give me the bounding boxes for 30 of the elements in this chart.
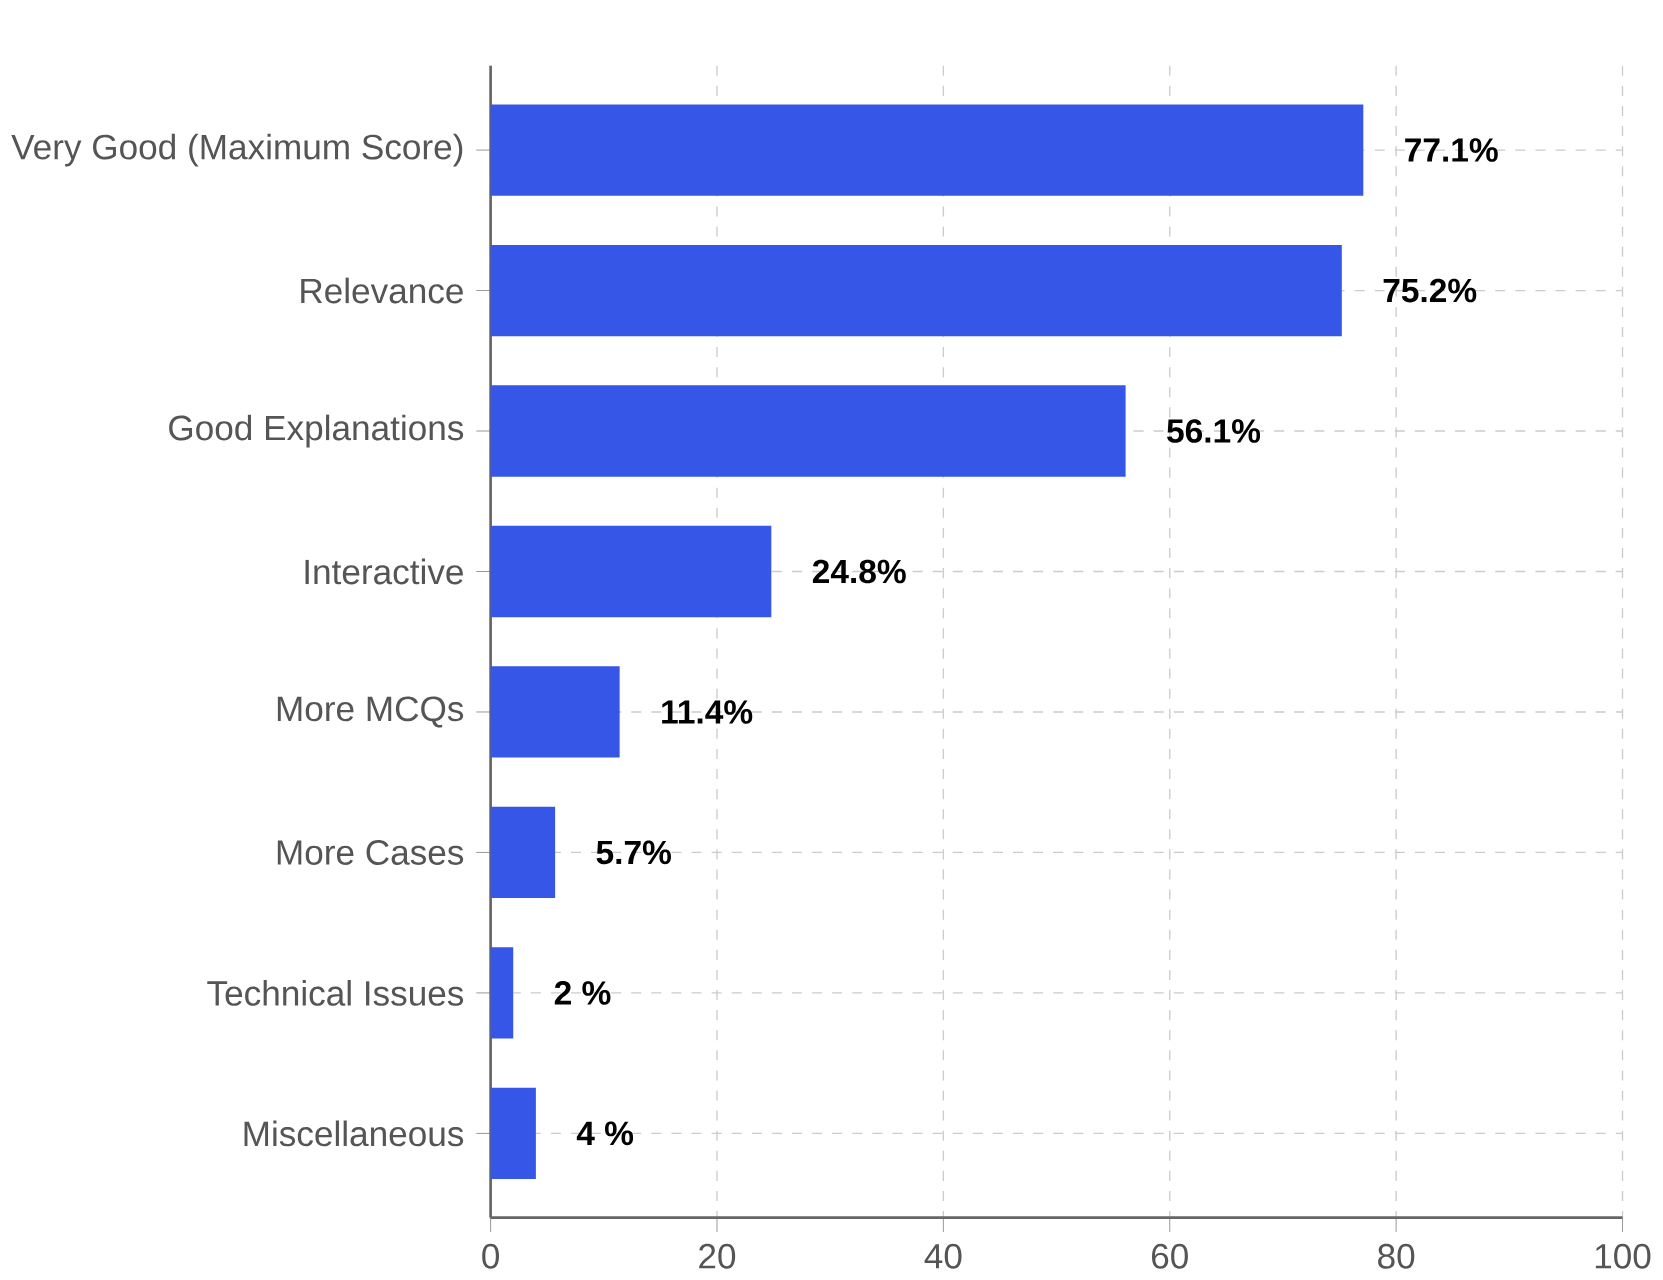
bar: [490, 104, 1364, 196]
data-label: 11.4%: [662, 700, 753, 724]
x-tick-label: 60: [1151, 1243, 1188, 1269]
y-tick-label: Very Good (Maximum Score): [11, 133, 463, 167]
y-tick-label: Interactive: [305, 558, 463, 585]
data-label: 75.2%: [1383, 278, 1477, 303]
data-label: 4 %: [576, 1121, 634, 1146]
x-tick-label: 80: [1378, 1243, 1415, 1269]
bar: [490, 525, 772, 618]
bar: [490, 385, 1126, 477]
bar: [490, 1087, 536, 1180]
x-tick-label: 20: [699, 1243, 736, 1269]
data-label: 24.8%: [812, 559, 906, 584]
data-label: 77.1%: [1405, 138, 1498, 162]
data-label: 56.1%: [1167, 419, 1261, 443]
y-tick-label: Good Explanations: [169, 414, 464, 448]
y-tick-label: More Cases: [277, 840, 464, 865]
y-tick-label: Relevance: [301, 277, 463, 304]
x-tick-label: 100: [1595, 1243, 1651, 1269]
bar: [490, 947, 514, 1039]
x-tick-label: 0: [482, 1243, 499, 1269]
x-tick-label: 40: [924, 1243, 962, 1269]
data-label: 2 %: [554, 981, 611, 1005]
data-label: 5.7%: [596, 840, 671, 865]
y-tick-label: Technical Issues: [207, 980, 464, 1006]
bar: [490, 666, 620, 758]
y-tick-label: More MCQs: [277, 696, 464, 728]
y-tick-label: Miscellaneous: [244, 1120, 464, 1147]
bar: [490, 806, 556, 899]
bar: [490, 244, 1342, 337]
